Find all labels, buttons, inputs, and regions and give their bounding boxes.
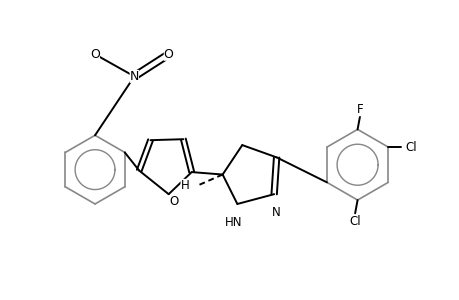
Text: F: F [356, 103, 363, 116]
Text: O: O [168, 195, 178, 208]
Text: HN: HN [224, 216, 241, 229]
Text: N: N [272, 206, 280, 219]
Text: O: O [90, 48, 100, 61]
Text: O: O [163, 48, 173, 61]
Text: H: H [180, 179, 189, 192]
Text: Cl: Cl [404, 141, 416, 154]
Text: Cl: Cl [348, 215, 360, 228]
Text: N: N [129, 70, 139, 83]
